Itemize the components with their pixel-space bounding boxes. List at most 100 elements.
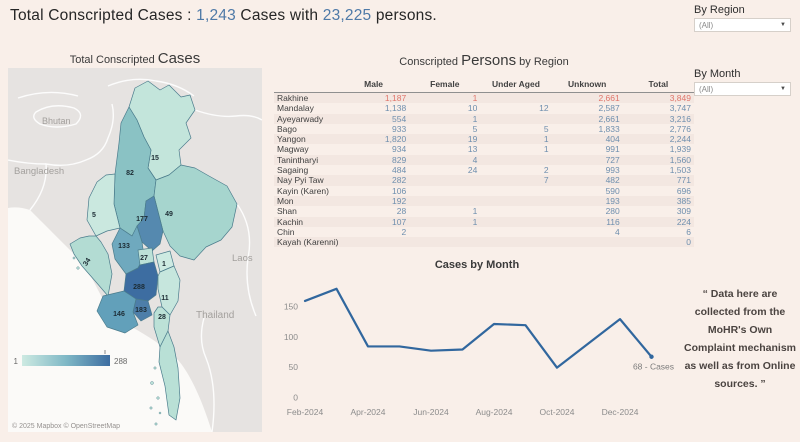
value-cell: 12 xyxy=(539,103,549,114)
value-cell: 3,747 xyxy=(669,103,691,114)
table-row[interactable]: Sagaing 484 24 2 993 1,503 xyxy=(274,165,694,175)
map-region-tanintharyi[interactable] xyxy=(158,330,181,421)
table-row[interactable]: Bago 933 5 5 1,833 2,776 xyxy=(274,124,694,134)
value-cell: 2,244 xyxy=(669,134,691,145)
table-row[interactable]: Shan 28 1 280 309 xyxy=(274,206,694,216)
map-region-label: 15 xyxy=(151,155,159,162)
value-cell: 1,833 xyxy=(598,123,620,134)
map-region-ayeyarwady[interactable] xyxy=(96,290,139,334)
map-region-rakhine[interactable] xyxy=(69,235,113,297)
region-table: Male Female Under Aged Unknown Total Rak… xyxy=(274,78,694,248)
y-axis-tick-label: 150 xyxy=(284,302,298,312)
map-region-label: 183 xyxy=(135,307,147,314)
col-header-unknown[interactable]: Unknown xyxy=(551,78,623,93)
last-point-marker[interactable] xyxy=(649,354,654,359)
table-row[interactable]: Rakhine 1,187 1 2,661 3,849 xyxy=(274,92,694,104)
table-row[interactable]: Nay Pyi Taw 282 7 482 771 xyxy=(274,175,694,186)
legend-min-label: 1 xyxy=(14,357,19,366)
col-header-female[interactable]: Female xyxy=(409,78,481,93)
value-cell xyxy=(409,227,480,237)
value-cell: 482 xyxy=(605,175,620,186)
table-row[interactable]: Chin 2 4 6 xyxy=(274,227,694,237)
value-cell: 771 xyxy=(676,175,691,186)
filter-month-dropdown[interactable]: (All) ▼ xyxy=(694,82,791,96)
map-title-small: Total Conscripted xyxy=(69,54,158,66)
region-name-cell: Ayeyarwady xyxy=(277,113,324,124)
value-cell xyxy=(409,175,480,185)
value-cell: 116 xyxy=(606,216,620,227)
value-cell: 1 xyxy=(472,113,478,124)
table-row[interactable]: Kachin 107 1 116 224 xyxy=(274,216,694,227)
map-region-kayin[interactable] xyxy=(157,265,181,316)
value-cell: 0 xyxy=(686,237,691,248)
value-cell: 6 xyxy=(686,226,691,237)
table-row[interactable]: Kayah (Karenni) 0 xyxy=(274,237,694,248)
col-header-under-aged[interactable]: Under Aged xyxy=(480,78,552,93)
region-name-cell: Nay Pyi Taw xyxy=(277,175,324,186)
value-cell: 1,560 xyxy=(669,154,691,165)
filter-region-dropdown[interactable]: (All) ▼ xyxy=(694,18,791,32)
value-cell: 385 xyxy=(676,195,691,206)
value-cell: 107 xyxy=(392,216,407,227)
line-chart-svg[interactable]: 0 50 100 150 Feb-2024 Apr-2024 Jun-2024 Aug-202… xyxy=(272,272,682,424)
value-cell: 4 xyxy=(615,226,620,237)
map-region-label: 177 xyxy=(136,216,148,223)
map-region-label: 82 xyxy=(126,170,134,177)
cases-count: 1,243 xyxy=(196,7,236,24)
value-cell: 224 xyxy=(676,216,691,227)
table-row[interactable]: Yangon 1,820 19 1 404 2,244 xyxy=(274,134,694,145)
value-cell: 991 xyxy=(605,144,620,155)
table-row[interactable]: Tanintharyi 829 4 727 1,560 xyxy=(274,154,694,166)
map-region-case-labels: 15 82 5 49 177 133 34 27 1 288 11 183 14… xyxy=(82,155,173,321)
cases-line-series[interactable] xyxy=(303,287,653,369)
table-row[interactable]: Ayeyarwady 554 1 2,661 3,216 xyxy=(274,113,694,124)
myanmar-choropleth-map[interactable]: Bhutan Bangladesh Laos Thailand xyxy=(8,68,262,432)
region-name-cell: Sagaing xyxy=(277,165,309,176)
map-regions[interactable] xyxy=(69,80,238,426)
filter-month-label: By Month xyxy=(694,68,741,80)
table-row[interactable]: Mandalay 1,138 10 12 2,587 3,747 xyxy=(274,103,694,113)
title-prefix: Total Conscripted Cases : xyxy=(10,7,197,24)
value-cell: 106 xyxy=(392,185,407,196)
value-cell xyxy=(480,227,551,237)
value-cell xyxy=(409,196,480,206)
x-axis-tick-label: Jun-2024 xyxy=(413,407,449,417)
col-header-region[interactable] xyxy=(274,78,338,93)
chevron-down-icon[interactable]: ▼ xyxy=(780,86,786,92)
table-row[interactable]: Magway 934 13 1 991 1,939 xyxy=(274,144,694,154)
table-row[interactable]: Kayin (Karen) 106 590 696 xyxy=(274,186,694,196)
table-row[interactable]: Mon 192 193 385 xyxy=(274,195,694,207)
value-cell xyxy=(409,237,480,247)
value-cell: 192 xyxy=(392,195,407,206)
value-cell xyxy=(480,93,551,104)
country-label-thailand: Thailand xyxy=(196,310,234,321)
region-name-cell: Kayah (Karenni) xyxy=(277,237,339,248)
value-cell: 13 xyxy=(467,144,478,155)
region-name-cell: Mon xyxy=(277,195,294,206)
col-header-total[interactable]: Total xyxy=(622,78,694,93)
map-region-label: 28 xyxy=(158,314,166,321)
value-cell: 3,216 xyxy=(669,113,691,124)
filter-month-value: (All) xyxy=(699,84,714,94)
y-axis-tick-label: 100 xyxy=(284,332,298,342)
value-cell: 1,503 xyxy=(669,165,691,176)
country-label-laos: Laos xyxy=(232,253,253,264)
x-axis-tick-label: Dec-2024 xyxy=(602,407,639,417)
region-name-cell: Mandalay xyxy=(277,103,314,114)
map-region-chin[interactable] xyxy=(86,173,121,237)
value-cell: 5 xyxy=(543,123,549,134)
value-cell: 484 xyxy=(392,165,407,176)
col-header-male[interactable]: Male xyxy=(338,78,410,93)
region-name-cell: Magway xyxy=(277,144,309,155)
map-region-shan[interactable] xyxy=(153,164,238,261)
y-axis-tick-label: 50 xyxy=(289,362,299,372)
table-title-small-2: by Region xyxy=(516,56,569,68)
value-cell: 933 xyxy=(392,123,407,134)
y-axis-tick-label: 0 xyxy=(293,393,298,403)
value-cell: 829 xyxy=(392,154,407,165)
value-cell xyxy=(409,186,480,196)
value-cell: 1,939 xyxy=(669,144,691,155)
title-middle: Cases with xyxy=(235,7,323,24)
chevron-down-icon[interactable]: ▼ xyxy=(780,22,786,28)
